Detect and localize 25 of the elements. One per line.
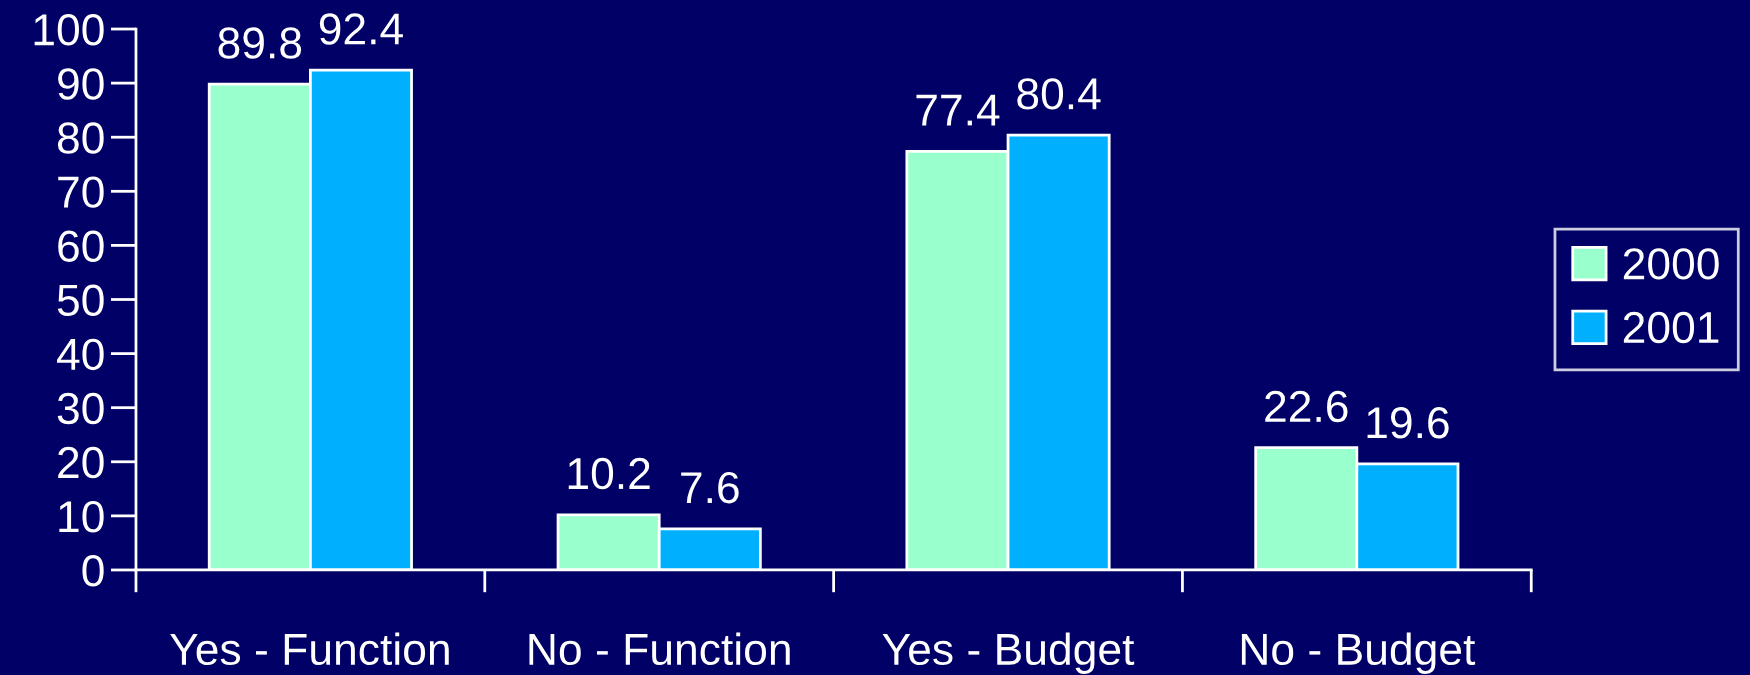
data-label: 77.4 bbox=[916, 94, 1000, 126]
y-tick-label: 80 bbox=[57, 122, 104, 154]
data-label: 19.6 bbox=[1367, 407, 1449, 439]
data-label: 22.6 bbox=[1265, 390, 1348, 423]
x-tick-label: Yes - Budget bbox=[882, 632, 1135, 674]
y-tick-label: 40 bbox=[57, 338, 104, 371]
x-tick-label: Yes - Function bbox=[170, 632, 449, 666]
data-label: 7.6 bbox=[681, 471, 739, 504]
y-tick-label: 60 bbox=[58, 230, 104, 262]
y-tick-label: 100 bbox=[34, 14, 104, 46]
data-label: 80.4 bbox=[1017, 78, 1101, 110]
x-tick-label: No - Budget bbox=[1241, 632, 1476, 674]
legend-label: 2001 bbox=[1623, 311, 1719, 344]
y-tick-label: 10 bbox=[59, 500, 104, 533]
y-tick-label: 0 bbox=[82, 555, 104, 587]
data-label: 10.2 bbox=[568, 457, 650, 490]
y-tick-label: 30 bbox=[57, 392, 104, 425]
x-tick-label: No - Function bbox=[529, 632, 790, 666]
data-label: 92.4 bbox=[319, 13, 403, 45]
legend-label: 2000 bbox=[1623, 248, 1719, 280]
y-tick-label: 20 bbox=[58, 446, 104, 479]
y-tick-label: 70 bbox=[58, 176, 104, 208]
data-label: 89.8 bbox=[218, 27, 302, 59]
y-tick-label: 50 bbox=[57, 284, 104, 317]
y-tick-label: 90 bbox=[58, 68, 104, 100]
